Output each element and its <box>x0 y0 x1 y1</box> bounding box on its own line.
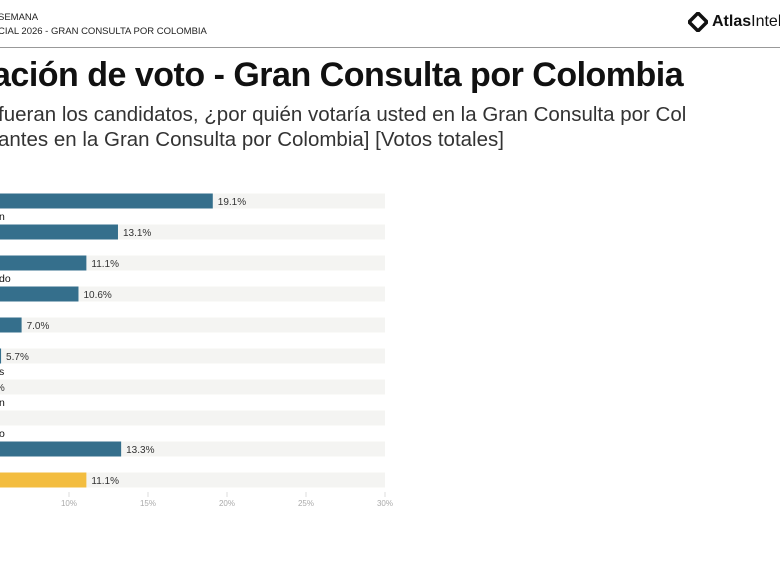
logo-bold: Atlas <box>712 13 752 30</box>
logo-regular: Intel <box>751 13 780 30</box>
header-survey: CIAL 2026 - GRAN CONSULTA POR COLOMBIA <box>0 26 207 37</box>
bar <box>0 472 87 488</box>
chart-title: ación de voto - Gran Consulta por Colomb… <box>0 56 684 94</box>
bar <box>0 317 22 333</box>
data-label: 11.1% <box>91 259 119 270</box>
bar <box>0 441 122 457</box>
bar-track <box>0 379 385 395</box>
x-tick-label: 15% <box>140 499 156 508</box>
bar-track <box>0 255 385 271</box>
x-tick-label: 25% <box>298 499 314 508</box>
category-label: n <box>0 397 5 409</box>
bar <box>0 255 87 271</box>
category-label: o <box>0 428 5 440</box>
chart-subtitle-line2: antes en la Gran Consulta por Colombia] … <box>0 128 504 151</box>
bar-track <box>0 410 385 426</box>
header-source: SEMANA <box>0 12 39 23</box>
bar-track <box>0 348 385 364</box>
x-tick-label: 10% <box>61 499 77 508</box>
bar <box>0 193 213 209</box>
atlasintel-logo: AtlasIntel <box>688 12 780 32</box>
data-label: 7.0% <box>27 321 50 332</box>
bar-track <box>0 317 385 333</box>
data-label: 13.3% <box>126 445 154 456</box>
chart-subtitle-line1: fueran los candidatos, ¿por quién votarí… <box>0 103 687 126</box>
data-label: 19.1% <box>218 197 246 208</box>
bar <box>0 348 2 364</box>
category-label: n <box>0 211 5 223</box>
data-label: 5.7% <box>6 352 29 363</box>
header-divider <box>0 47 780 48</box>
atlasintel-diamond-icon <box>688 12 708 32</box>
bar <box>0 224 118 240</box>
data-label: 11.1% <box>91 476 119 487</box>
bar-track <box>0 286 385 302</box>
x-tick-label: 30% <box>377 499 393 508</box>
data-label: 13.1% <box>123 228 151 239</box>
category-label: do <box>0 273 11 285</box>
bar-track <box>0 472 385 488</box>
data-label: 7% <box>0 383 5 394</box>
data-label: 10.6% <box>83 290 111 301</box>
category-label: s <box>0 366 4 378</box>
x-tick-label: 20% <box>219 499 235 508</box>
bar <box>0 286 79 302</box>
